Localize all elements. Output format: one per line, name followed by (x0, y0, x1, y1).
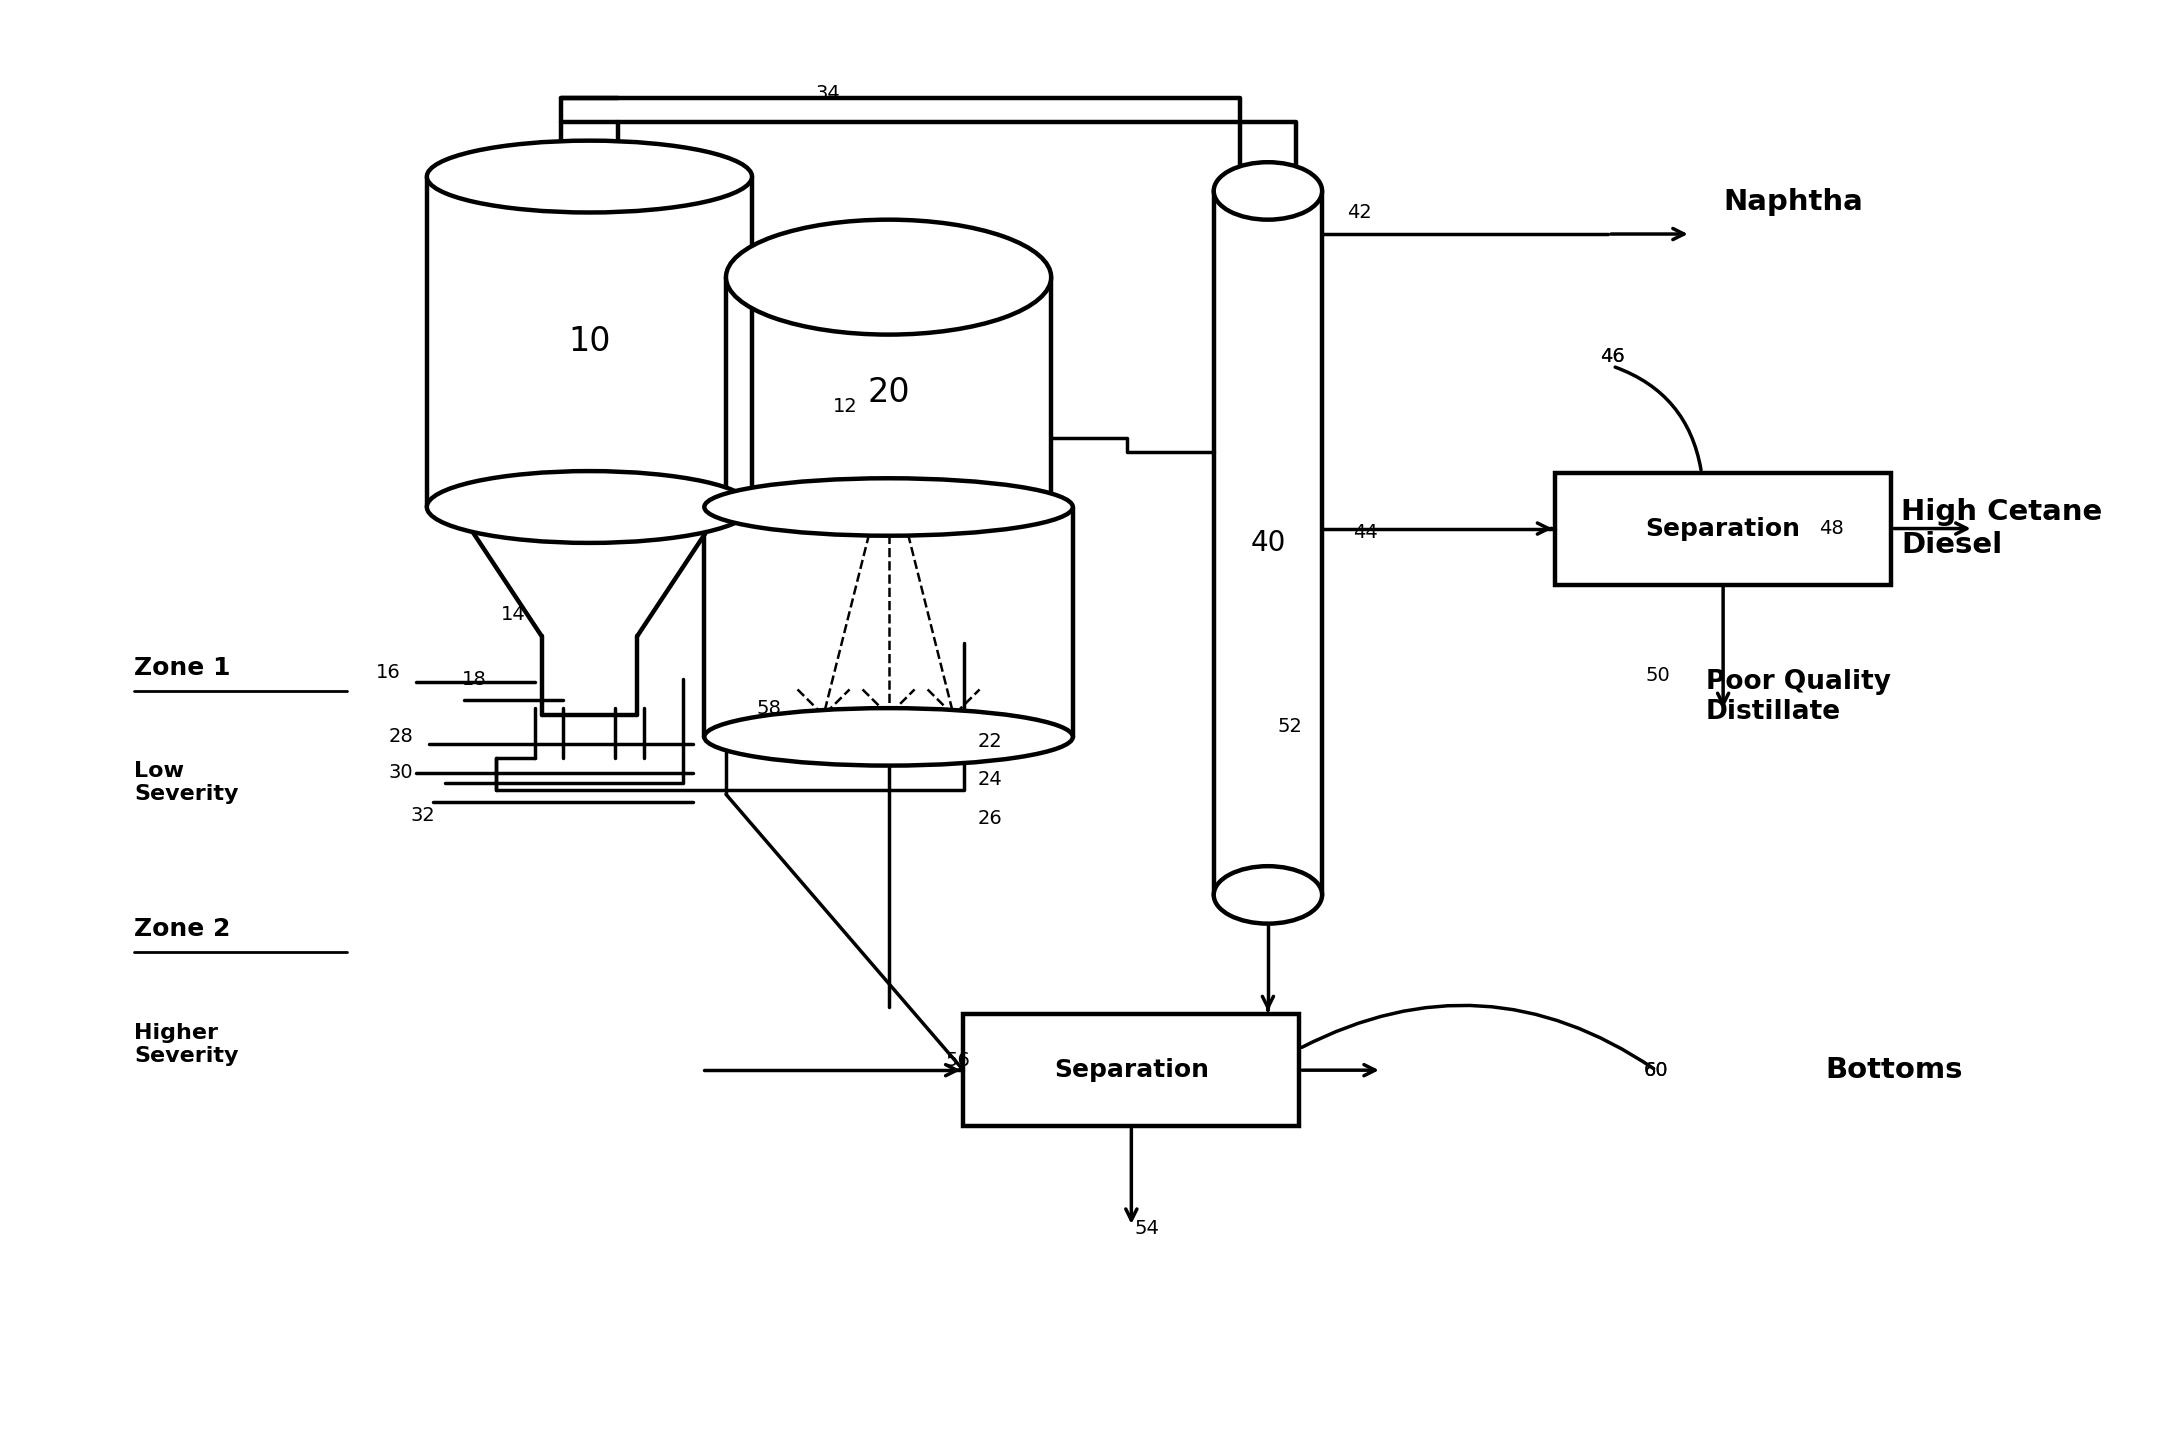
Text: 16: 16 (376, 663, 400, 682)
Text: 20: 20 (868, 376, 910, 409)
Text: 24: 24 (977, 770, 1003, 789)
Text: High Cetane
Diesel: High Cetane Diesel (1902, 499, 2102, 559)
Ellipse shape (426, 471, 753, 543)
Ellipse shape (705, 708, 1073, 766)
Text: 28: 28 (390, 727, 413, 747)
Text: 46: 46 (1599, 347, 1625, 366)
Text: Bottoms: Bottoms (1826, 1056, 1963, 1084)
Text: Higher
Severity: Higher Severity (135, 1023, 239, 1066)
Text: 32: 32 (409, 806, 435, 825)
Text: Separation: Separation (1645, 516, 1800, 540)
Text: 56: 56 (947, 1051, 970, 1069)
Bar (1556, 473, 1891, 585)
Text: 40: 40 (1251, 529, 1286, 556)
Text: 50: 50 (1645, 666, 1671, 685)
Ellipse shape (727, 220, 1051, 335)
Text: 10: 10 (568, 325, 611, 358)
Ellipse shape (1214, 866, 1323, 923)
Ellipse shape (1214, 162, 1323, 220)
Text: 48: 48 (1819, 519, 1843, 538)
Text: Poor Quality
Distillate: Poor Quality Distillate (1706, 669, 1891, 724)
Ellipse shape (705, 478, 1073, 536)
Text: Separation: Separation (1053, 1058, 1210, 1082)
Text: 54: 54 (1134, 1218, 1160, 1238)
Ellipse shape (727, 481, 1051, 533)
Text: Naphtha: Naphtha (1723, 188, 1863, 217)
Text: 42: 42 (1347, 202, 1371, 223)
Bar (964, 1014, 1299, 1126)
Text: Zone 1: Zone 1 (135, 656, 231, 681)
Text: 44: 44 (1353, 523, 1377, 542)
Text: 30: 30 (390, 763, 413, 782)
Text: Zone 2: Zone 2 (135, 918, 231, 941)
Text: 34: 34 (816, 84, 840, 103)
Text: 46: 46 (1599, 347, 1625, 366)
Text: 26: 26 (977, 809, 1003, 828)
Text: 52: 52 (1277, 717, 1301, 737)
Text: 12: 12 (833, 397, 857, 416)
Text: 60: 60 (1643, 1061, 1669, 1079)
Ellipse shape (426, 140, 753, 212)
Text: Low
Severity: Low Severity (135, 762, 239, 805)
Text: 22: 22 (977, 731, 1003, 750)
Text: 14: 14 (500, 605, 527, 624)
Text: 18: 18 (461, 670, 487, 689)
Text: 58: 58 (757, 698, 781, 718)
Text: 60: 60 (1643, 1061, 1669, 1079)
